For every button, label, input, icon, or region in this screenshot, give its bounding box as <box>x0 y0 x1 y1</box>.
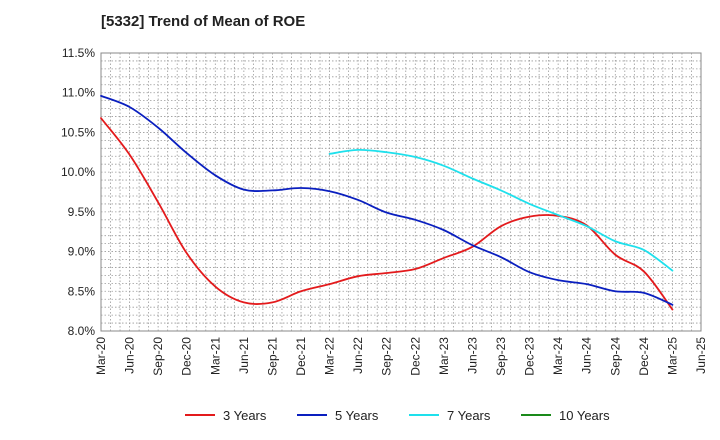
gridlines <box>101 53 701 331</box>
series-lines <box>100 94 674 311</box>
y-tick-label: 11.5% <box>62 46 95 60</box>
y-tick-label: 10.5% <box>61 125 95 139</box>
legend-label-3-years: 3 Years <box>223 408 267 423</box>
legend-label-10-years: 10 Years <box>559 408 610 423</box>
series-line-7-years <box>328 148 674 272</box>
x-tick-label: Mar-23 <box>437 337 451 375</box>
x-tick-label: Dec-20 <box>180 337 194 376</box>
x-tick-label: Sep-24 <box>608 337 622 376</box>
x-tick-label: Sep-23 <box>494 337 508 376</box>
x-tick-label: Jun-22 <box>351 337 365 374</box>
legend-label-7-years: 7 Years <box>447 408 491 423</box>
y-tick-label: 9.5% <box>68 205 96 219</box>
x-tick-label: Sep-22 <box>380 337 394 376</box>
x-tick-label: Mar-25 <box>665 337 679 375</box>
x-tick-label: Mar-24 <box>551 337 565 375</box>
y-axis-ticks: 8.0% 8.5% 9.0% 9.5% 10.0% 10.5% 11.0% 11.5% <box>61 46 95 338</box>
x-axis-ticks: Mar-20 Jun-20 Sep-20 Dec-20 Mar-21 Jun-21 Sep-… <box>94 337 708 376</box>
y-tick-label: 10.0% <box>61 165 95 179</box>
x-tick-label: Jun-20 <box>123 337 137 374</box>
x-tick-label: Jun-23 <box>465 337 479 374</box>
x-tick-label: Jun-25 <box>694 337 708 374</box>
x-tick-label: Mar-20 <box>94 337 108 375</box>
x-tick-label: Dec-23 <box>523 337 537 376</box>
y-tick-label: 11.0% <box>62 86 95 100</box>
y-tick-label: 8.5% <box>68 284 96 298</box>
x-tick-label: Jun-21 <box>237 337 251 374</box>
chart-title: [5332] Trend of Mean of ROE <box>101 13 305 30</box>
x-tick-label: Sep-20 <box>151 337 165 376</box>
x-tick-label: Dec-21 <box>294 337 308 376</box>
x-tick-label: Mar-21 <box>208 337 222 375</box>
y-tick-label: 8.0% <box>68 324 96 338</box>
series-line-5-years <box>100 94 674 306</box>
legend-label-5-years: 5 Years <box>335 408 379 423</box>
series-line-3-years <box>100 117 674 311</box>
x-tick-label: Dec-24 <box>637 337 651 376</box>
y-tick-label: 9.0% <box>68 245 96 259</box>
x-tick-label: Jun-24 <box>580 337 594 374</box>
x-tick-label: Dec-22 <box>408 337 422 376</box>
x-tick-label: Sep-21 <box>265 337 279 376</box>
plot-area <box>100 52 702 332</box>
legend: 3 Years 5 Years 7 Years 10 Years <box>185 408 610 423</box>
x-tick-label: Mar-22 <box>323 337 337 375</box>
